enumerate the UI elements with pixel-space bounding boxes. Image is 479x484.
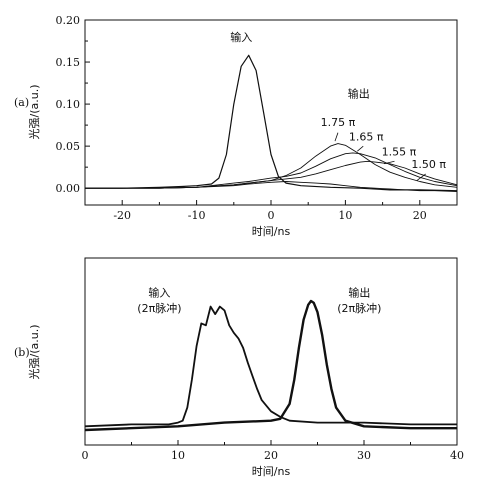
- annotation-label: 输出: [348, 285, 370, 299]
- plot-frame: [84, 19, 458, 206]
- y-axis-label: 光强/(a.u.): [27, 85, 41, 140]
- annotation-label: 输入: [148, 285, 170, 299]
- y-tick-label: 0.05: [56, 140, 81, 153]
- panel-label: (b): [14, 346, 30, 359]
- x-tick-label: 30: [357, 449, 371, 462]
- series-line-1: [85, 54, 458, 192]
- label-pointer-line: [383, 160, 395, 165]
- y-tick-label: 0.15: [56, 56, 81, 69]
- x-tick-label: 40: [450, 449, 464, 462]
- annotation-label: 1.50 π: [411, 158, 446, 171]
- x-tick-label: -20: [113, 209, 131, 222]
- series-line-4: [85, 160, 458, 189]
- annotation-label: 1.75 π: [321, 116, 356, 129]
- y-axis-label: 光强/(a.u.): [27, 325, 41, 380]
- annotation-label: 输出: [348, 86, 370, 100]
- label-pointer-line: [334, 132, 339, 142]
- annotation-label: (2π脉冲): [337, 301, 381, 315]
- x-axis-label: 时间/ns: [252, 225, 291, 238]
- y-tick-label: 0.20: [56, 14, 81, 27]
- x-axis-label: 时间/ns: [252, 465, 291, 478]
- x-tick-label: -10: [188, 209, 206, 222]
- x-tick-label: 10: [171, 449, 185, 462]
- panel-b-chart: 0 10 20 30 40 时间/ns 光强/(a.u.)(b) 输入 (2π脉冲) 输出 (2π脉…: [14, 257, 464, 478]
- series-line-1: [84, 305, 457, 428]
- annotation-label: 输入: [230, 30, 252, 44]
- series-line-5: [85, 181, 458, 192]
- plot-frame: [84, 257, 458, 446]
- series-line-2: [84, 299, 457, 432]
- annotation-label: (2π脉冲): [137, 301, 181, 315]
- label-pointer-line: [416, 173, 426, 181]
- x-tick-label: 0: [82, 449, 89, 462]
- x-tick-label: 10: [338, 209, 352, 222]
- annotation-label: 1.55 π: [382, 145, 417, 158]
- series-line-3: [85, 152, 458, 189]
- panel-label: (a): [14, 96, 29, 109]
- annotation-label: 1.65 π: [349, 130, 384, 143]
- panel-a-chart: -20 -10 0 10 20 0.00 0.05 0.10 0.15 0.20 时间/ns 光强/(…: [14, 14, 458, 238]
- x-tick-label: 0: [268, 209, 275, 222]
- x-tick-label: 20: [413, 209, 427, 222]
- y-tick-label: 0.00: [56, 182, 81, 195]
- x-tick-label: 20: [264, 449, 278, 462]
- label-pointer-line: [357, 145, 364, 152]
- y-tick-label: 0.10: [56, 98, 81, 111]
